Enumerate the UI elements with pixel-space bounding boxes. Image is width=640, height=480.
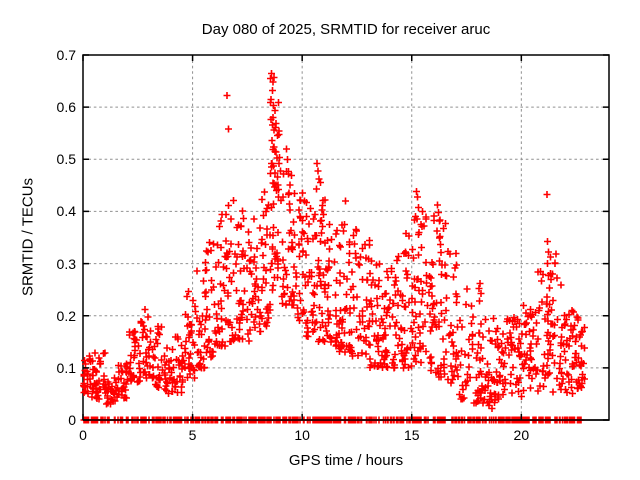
x-tick-label-15: 15: [403, 427, 420, 443]
y-tick-label-0.1: 0.1: [56, 359, 76, 376]
x-tick-label-10: 10: [294, 427, 310, 443]
y-tick-label-0.7: 0.7: [56, 47, 76, 63]
y-tick-label-0.2: 0.2: [56, 307, 76, 324]
y-axis-label: SRMTID / TECUs: [19, 177, 37, 297]
x-tick-label-20: 20: [513, 427, 530, 443]
data-points: [80, 70, 588, 424]
y-tick-label-0: 0: [68, 412, 76, 428]
y-tick-label-0.6: 0.6: [56, 99, 76, 116]
y-tick-label-0.3: 0.3: [56, 255, 76, 272]
axis-tick-marks: [82, 54, 609, 421]
x-tick-label-0: 0: [79, 427, 87, 443]
x-tick-label-5: 5: [188, 427, 197, 443]
y-tick-label-0.5: 0.5: [56, 151, 76, 168]
x-axis-label: GPS time / hours: [288, 452, 404, 469]
y-tick-label-0.4: 0.4: [56, 203, 76, 220]
chart-title: Day 080 of 2025, SRMTID for receiver aru…: [201, 21, 491, 38]
